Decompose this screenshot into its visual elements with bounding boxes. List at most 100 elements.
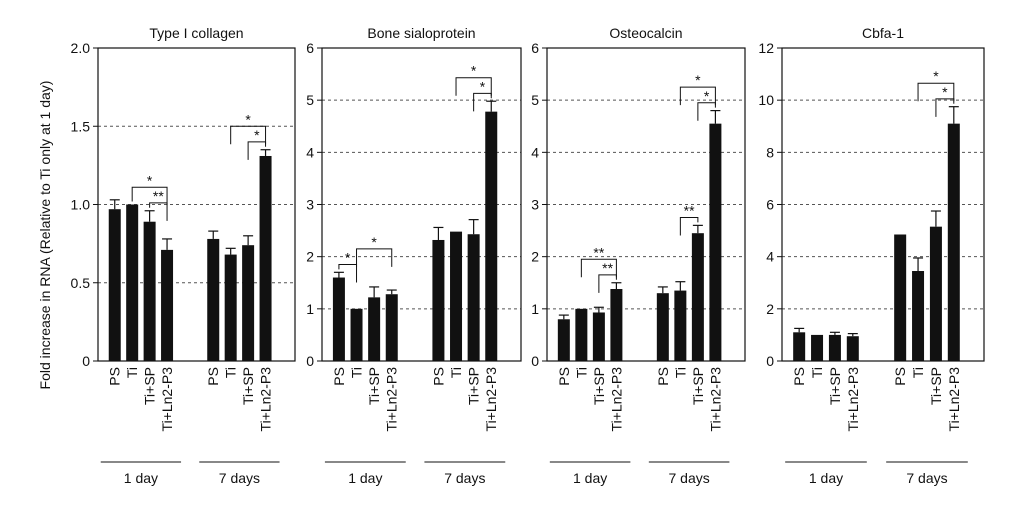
x-tick-label: Ti+Ln2-P3 bbox=[707, 367, 723, 432]
bar bbox=[332, 277, 345, 361]
x-tick-label: Ti+SP bbox=[928, 367, 944, 405]
significance-bracket bbox=[338, 263, 358, 283]
chart-title: Bone sialoprotein bbox=[367, 25, 475, 41]
y-tick-label: 12 bbox=[758, 40, 774, 56]
bar bbox=[108, 209, 121, 361]
x-tick-label: PS bbox=[331, 367, 347, 386]
y-tick-label: 0 bbox=[306, 353, 314, 369]
significance-label: ** bbox=[153, 188, 164, 204]
bar bbox=[674, 290, 687, 361]
bar bbox=[350, 308, 363, 361]
y-tick-label: 2 bbox=[766, 301, 774, 317]
significance-bracket bbox=[679, 86, 716, 106]
x-tick-label: PS bbox=[892, 367, 908, 386]
bar bbox=[126, 204, 139, 361]
significance-label: * bbox=[704, 88, 710, 104]
bar bbox=[691, 233, 704, 361]
significance-label: * bbox=[147, 172, 153, 188]
significance-bracket bbox=[473, 92, 492, 112]
significance-bracket bbox=[580, 258, 617, 278]
bar bbox=[259, 155, 272, 361]
x-tick-label: Ti bbox=[124, 367, 140, 378]
significance-bracket bbox=[455, 77, 492, 96]
x-tick-label: Ti+SP bbox=[827, 367, 843, 405]
bar bbox=[912, 271, 925, 361]
x-tick-label: Ti+SP bbox=[142, 367, 158, 405]
bar bbox=[793, 332, 806, 361]
x-tick-label: Ti bbox=[809, 367, 825, 378]
y-tick-label: 4 bbox=[766, 249, 774, 265]
significance-bracket bbox=[697, 102, 716, 121]
significance-bracket bbox=[247, 141, 267, 160]
x-tick-label: Ti+SP bbox=[466, 367, 482, 405]
y-axis-label: Fold increase in RNA (Relative to Ti onl… bbox=[37, 81, 53, 390]
significance-label: ** bbox=[602, 260, 613, 276]
bar bbox=[592, 312, 605, 361]
x-tick-label: Ti+Ln2-P3 bbox=[483, 367, 499, 432]
x-tick-label: Ti+Ln2-P3 bbox=[258, 367, 274, 432]
bar bbox=[224, 254, 237, 361]
bar bbox=[432, 239, 445, 361]
significance-bracket bbox=[679, 217, 699, 236]
x-tick-label: Ti bbox=[672, 367, 688, 378]
x-tick-label: Ti+Ln2-P3 bbox=[159, 367, 175, 432]
bar bbox=[894, 234, 907, 361]
x-tick-label: Ti bbox=[573, 367, 589, 378]
group-label: 1 day bbox=[573, 470, 607, 486]
y-tick-label: 3 bbox=[531, 197, 539, 213]
significance-bracket bbox=[935, 98, 955, 117]
bar bbox=[610, 289, 623, 361]
group-label: 7 days bbox=[219, 470, 260, 486]
bar bbox=[485, 111, 498, 361]
x-tick-label: PS bbox=[205, 367, 221, 386]
significance-label: * bbox=[695, 72, 701, 88]
y-tick-label: 1.0 bbox=[71, 197, 91, 213]
y-tick-label: 1.5 bbox=[71, 118, 91, 134]
x-tick-label: Ti+Ln2-P3 bbox=[845, 367, 861, 432]
bar bbox=[368, 297, 381, 361]
x-tick-label: Ti+Ln2-P3 bbox=[384, 367, 400, 432]
bar bbox=[207, 238, 220, 361]
x-tick-label: Ti+SP bbox=[240, 367, 256, 405]
y-tick-label: 6 bbox=[766, 197, 774, 213]
x-tick-label: PS bbox=[655, 367, 671, 386]
bar bbox=[709, 123, 722, 362]
chart-title: Type I collagen bbox=[149, 25, 243, 41]
x-tick-label: Ti bbox=[448, 367, 464, 378]
significance-label: ** bbox=[684, 203, 695, 219]
x-tick-label: Ti+SP bbox=[690, 367, 706, 405]
bar bbox=[656, 293, 669, 361]
bar bbox=[846, 336, 859, 361]
y-tick-label: 6 bbox=[531, 40, 539, 56]
bar bbox=[161, 249, 174, 361]
bar bbox=[242, 245, 255, 361]
y-tick-label: 0 bbox=[766, 353, 774, 369]
y-tick-label: 8 bbox=[766, 144, 774, 160]
x-tick-label: PS bbox=[107, 367, 123, 386]
y-tick-label: 2 bbox=[531, 249, 539, 265]
x-tick-label: Ti bbox=[349, 367, 365, 378]
x-tick-label: Ti+Ln2-P3 bbox=[946, 367, 962, 432]
significance-label: * bbox=[254, 127, 260, 143]
y-tick-label: 1 bbox=[531, 301, 539, 317]
significance-bracket bbox=[149, 202, 168, 221]
significance-label: * bbox=[471, 63, 477, 79]
x-tick-label: Ti+SP bbox=[366, 367, 382, 405]
y-tick-label: 2.0 bbox=[71, 40, 91, 56]
group-label: 1 day bbox=[348, 470, 382, 486]
significance-label: * bbox=[933, 68, 939, 84]
significance-bracket bbox=[230, 125, 267, 145]
y-tick-label: 4 bbox=[306, 144, 314, 160]
significance-label: * bbox=[942, 84, 948, 100]
bar bbox=[828, 334, 841, 361]
group-label: 1 day bbox=[809, 470, 843, 486]
significance-label: * bbox=[371, 234, 377, 250]
group-label: 7 days bbox=[668, 470, 709, 486]
significance-bracket bbox=[356, 248, 393, 267]
significance-label: ** bbox=[593, 244, 604, 260]
